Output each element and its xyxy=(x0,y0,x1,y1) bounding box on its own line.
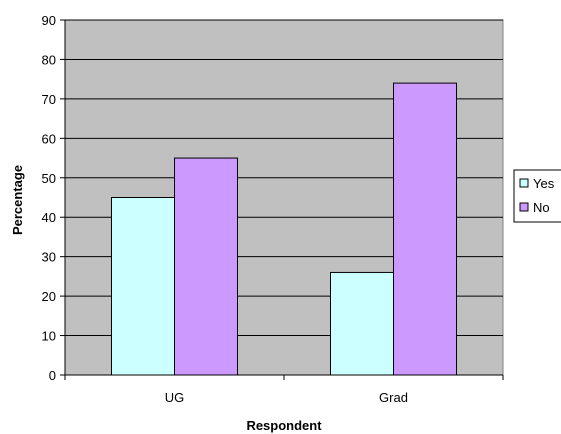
plot-area xyxy=(64,19,504,376)
y-tick-label: 20 xyxy=(42,289,56,304)
x-axis-title: Respondent xyxy=(246,418,322,433)
legend-swatch-no xyxy=(519,202,529,212)
y-tick-label: 80 xyxy=(42,52,56,67)
y-tick-label: 30 xyxy=(42,250,56,265)
bar-no-ug xyxy=(174,157,238,376)
y-tick-label: 0 xyxy=(49,368,56,383)
bar-no-grad xyxy=(393,82,457,376)
y-axis-title: Percentage xyxy=(10,165,25,235)
legend-label-no: No xyxy=(533,200,550,215)
y-tick-label: 50 xyxy=(42,171,56,186)
x-tick-label: UG xyxy=(165,390,185,405)
x-tick-label: Grad xyxy=(379,390,408,405)
bar-yes-ug xyxy=(111,197,175,376)
legend-label-yes: Yes xyxy=(533,176,555,191)
y-tick-label: 40 xyxy=(42,210,56,225)
legend: Yes No xyxy=(513,169,561,223)
y-tick-label: 90 xyxy=(42,13,56,28)
axes: 0 10 20 30 40 50 60 70 80 90 UG Grad xyxy=(42,13,504,405)
bar-yes-grad xyxy=(330,271,394,376)
y-tick-label: 10 xyxy=(42,329,56,344)
y-tick-label: 60 xyxy=(42,131,56,146)
y-tick-label: 70 xyxy=(42,92,56,107)
legend-swatch-yes xyxy=(519,178,529,188)
